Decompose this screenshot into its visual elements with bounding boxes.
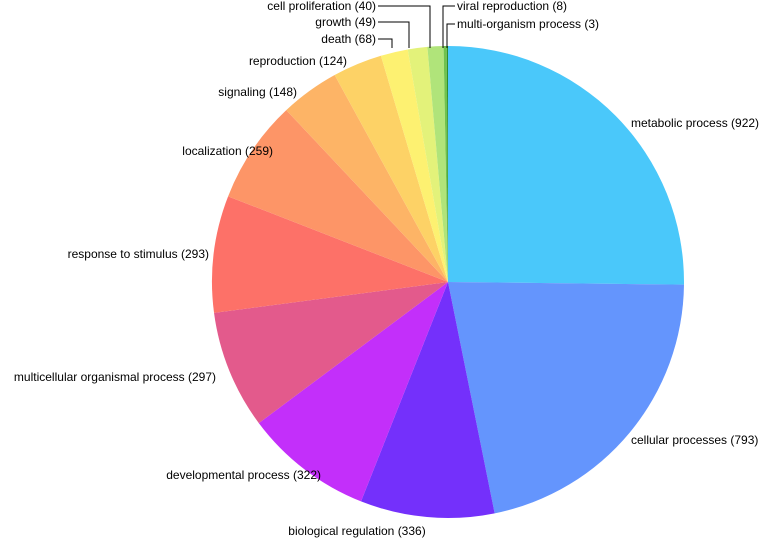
pie-slice-developmental-process [258,282,448,502]
pie-slice-response-to-stimulus [212,196,448,313]
slice-label-signaling: signaling (148) [218,85,297,99]
leader-line-multi-organism-process [446,23,455,48]
leader-line-cell-proliferation [378,5,431,48]
slice-label-cellular-processes: cellular processes (793) [631,433,758,447]
pie-slice-signaling [286,75,448,282]
slice-label-cell-proliferation: cell proliferation (40) [267,0,376,13]
pie-slice-multicellular-organismal-process [214,282,448,424]
leader-line-viral-reproduction [442,5,455,48]
slice-label-death: death (68) [321,32,376,46]
leader-line-growth [378,21,410,48]
pie-slice-viral-reproduction [443,46,448,282]
pie-slice-growth [407,46,448,283]
slice-label-biological-regulation: biological regulation (336) [288,524,425,538]
pie-slice-reproduction [334,55,448,282]
pie-slice-localization [228,110,448,283]
slice-label-developmental-process: developmental process (322) [166,468,321,482]
labels-layer: metabolic process (922) cellular processe… [14,0,759,538]
pie-slice-death [380,49,448,282]
slice-label-multicellular-organismal-process: multicellular organismal process (297) [14,370,216,384]
slices-layer [212,45,685,519]
slice-label-metabolic-process: metabolic process (922) [631,116,759,130]
slice-label-viral-reproduction: viral reproduction (8) [457,0,567,13]
leader-line-death [378,38,393,48]
leaders-layer [378,5,455,48]
pie-slice-multi-organism-process [446,45,448,282]
slice-label-growth: growth (49) [315,15,376,29]
slice-label-reproduction: reproduction (124) [249,54,347,68]
pie-slice-biological-regulation [361,282,495,519]
slice-label-localization: localization (259) [182,144,273,158]
slice-label-response-to-stimulus: response to stimulus (293) [68,247,209,261]
pie-slice-cell-proliferation [427,46,448,282]
pie-slice-metabolic-process [448,46,685,285]
slice-label-multi-organism-process: multi-organism process (3) [457,17,599,31]
pie-slice-cellular-processes [448,282,684,514]
